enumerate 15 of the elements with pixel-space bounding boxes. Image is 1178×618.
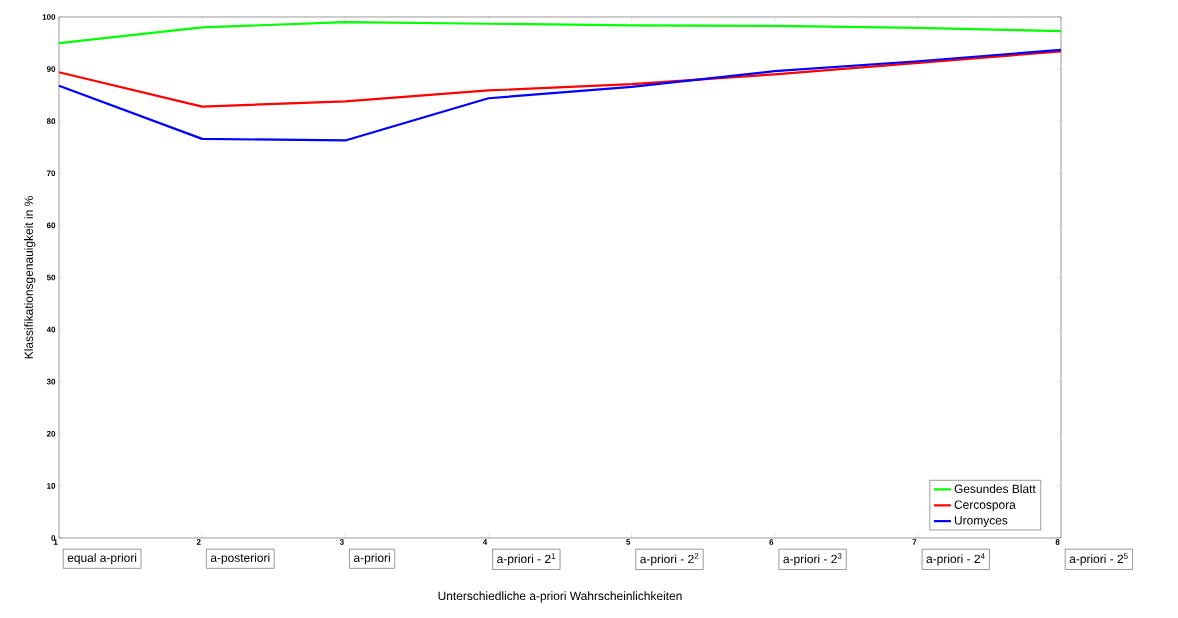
text: a-priori - 2$^{1}$ (497, 553, 556, 566)
line-series (57, 21, 1063, 45)
text: a-posteriori (210, 553, 270, 565)
text: a-priori - 2$^{2}$ (640, 553, 699, 566)
text: a-priori - 2$^{4}$ (926, 553, 985, 566)
text: a-priori - 2$^{3}$ (783, 553, 842, 566)
text: a-priori (353, 553, 390, 565)
text: equal a-priori (67, 553, 137, 565)
text: a-priori - 2$^{5}$ (1069, 553, 1128, 566)
legend-label: Gesundes Blatt (954, 484, 1036, 494)
line-series (57, 48, 1063, 142)
y-axis-title: Klassifikationsgenauigkeit in % (24, 196, 36, 359)
legend-label: Cercospora (954, 500, 1016, 512)
legend-label: Uromyces (954, 516, 1008, 527)
x-axis-title: Unterschiedliche a-priori Wahrscheinlichkeiten (438, 591, 682, 603)
